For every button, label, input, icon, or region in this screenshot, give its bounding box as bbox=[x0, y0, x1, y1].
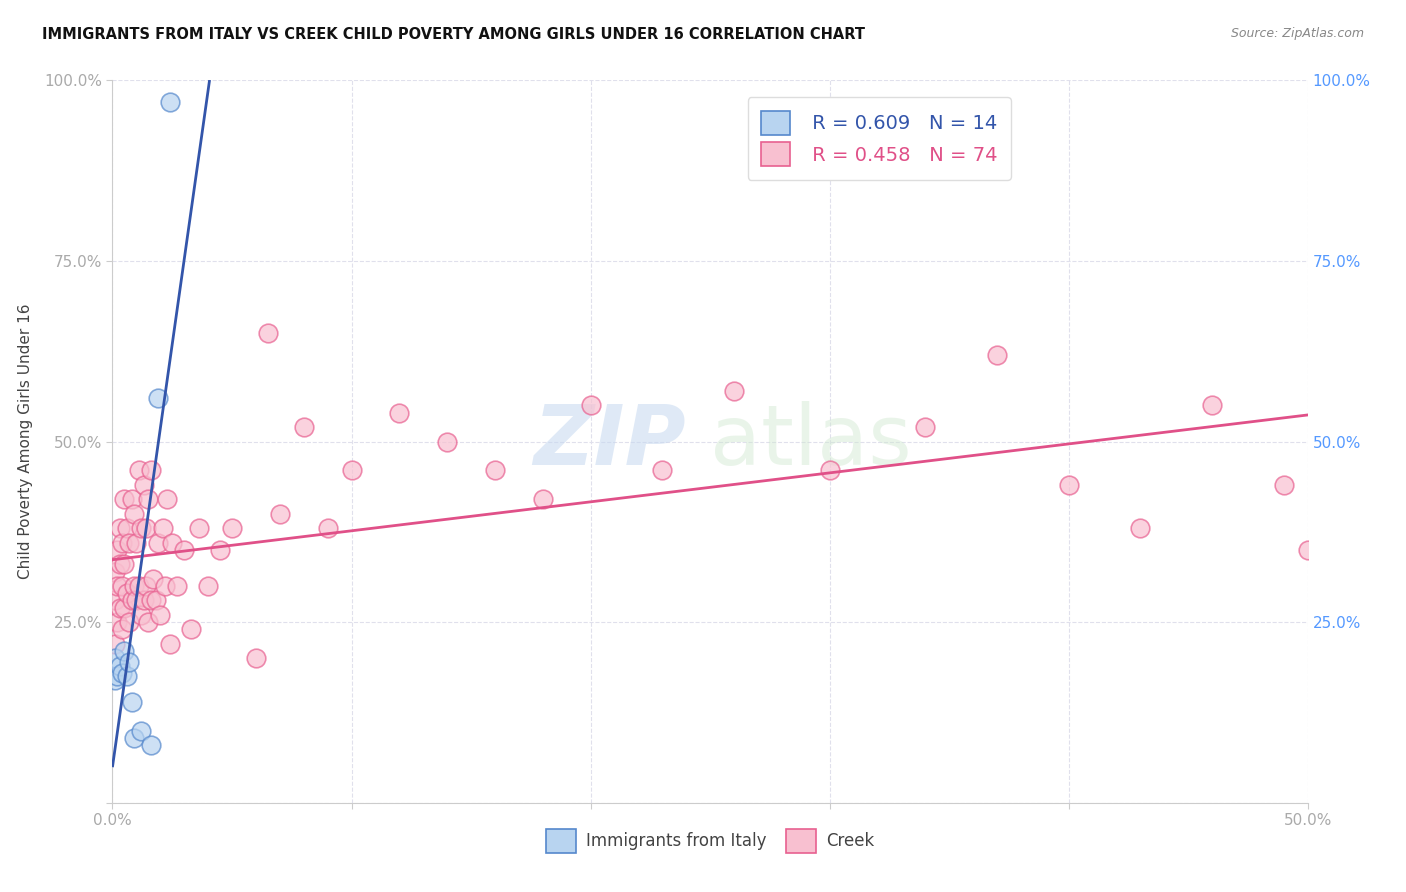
Point bbox=[146, 535, 169, 549]
Point bbox=[484, 463, 506, 477]
Point bbox=[142, 572, 165, 586]
Point bbox=[149, 607, 172, 622]
Point bbox=[1129, 521, 1152, 535]
Point bbox=[118, 655, 141, 669]
Point bbox=[269, 507, 291, 521]
Text: ZIP: ZIP bbox=[533, 401, 686, 482]
Point bbox=[111, 665, 134, 680]
Point bbox=[115, 669, 138, 683]
Point bbox=[245, 651, 267, 665]
Point bbox=[209, 542, 232, 557]
Point bbox=[159, 95, 181, 109]
Point bbox=[1272, 478, 1295, 492]
Point bbox=[108, 658, 131, 673]
Text: IMMIGRANTS FROM ITALY VS CREEK CHILD POVERTY AMONG GIRLS UNDER 16 CORRELATION CH: IMMIGRANTS FROM ITALY VS CREEK CHILD POV… bbox=[42, 27, 865, 42]
Point bbox=[156, 492, 179, 507]
Point bbox=[104, 651, 127, 665]
Point bbox=[436, 434, 458, 449]
Point bbox=[104, 593, 127, 607]
Point bbox=[388, 406, 411, 420]
Point bbox=[257, 326, 280, 340]
Point bbox=[162, 535, 183, 549]
Point bbox=[125, 593, 148, 607]
Point bbox=[129, 521, 152, 535]
Point bbox=[125, 535, 148, 549]
Point bbox=[139, 463, 162, 477]
Point bbox=[579, 398, 602, 412]
Point bbox=[152, 521, 174, 535]
Point bbox=[105, 542, 128, 557]
Point bbox=[138, 615, 160, 630]
Point bbox=[108, 600, 131, 615]
Point bbox=[129, 723, 152, 738]
Point bbox=[122, 507, 145, 521]
Point bbox=[121, 695, 143, 709]
Point bbox=[187, 521, 209, 535]
Point bbox=[122, 731, 145, 745]
Point bbox=[166, 579, 188, 593]
Point bbox=[105, 669, 128, 683]
Point bbox=[115, 521, 138, 535]
Point bbox=[986, 348, 1008, 362]
Point bbox=[180, 623, 202, 637]
Y-axis label: Child Poverty Among Girls Under 16: Child Poverty Among Girls Under 16 bbox=[18, 304, 32, 579]
Point bbox=[1057, 478, 1080, 492]
Point bbox=[111, 535, 134, 549]
Point bbox=[115, 586, 138, 600]
Point bbox=[128, 579, 150, 593]
Point bbox=[104, 637, 127, 651]
Point bbox=[146, 391, 169, 405]
Point bbox=[121, 593, 143, 607]
Point bbox=[145, 593, 167, 607]
Point bbox=[104, 673, 127, 687]
Point bbox=[121, 492, 143, 507]
Point bbox=[132, 478, 155, 492]
Point bbox=[114, 558, 135, 572]
Point bbox=[108, 558, 131, 572]
Point bbox=[108, 521, 131, 535]
Point bbox=[105, 579, 128, 593]
Point bbox=[122, 579, 145, 593]
Point bbox=[104, 565, 127, 579]
Point bbox=[1201, 398, 1223, 412]
Point bbox=[1296, 542, 1319, 557]
Point bbox=[114, 600, 135, 615]
Point bbox=[531, 492, 554, 507]
Point bbox=[105, 615, 128, 630]
Point bbox=[292, 420, 315, 434]
Point bbox=[197, 579, 219, 593]
Point bbox=[111, 579, 134, 593]
Point bbox=[132, 593, 155, 607]
Point bbox=[128, 463, 150, 477]
Point bbox=[118, 615, 141, 630]
Point bbox=[118, 535, 141, 549]
Text: atlas: atlas bbox=[710, 401, 911, 482]
Point bbox=[723, 384, 745, 398]
Point bbox=[129, 607, 152, 622]
Point bbox=[173, 542, 195, 557]
Point bbox=[316, 521, 339, 535]
Point bbox=[139, 593, 162, 607]
Point bbox=[153, 579, 176, 593]
Point bbox=[111, 623, 134, 637]
Point bbox=[135, 521, 157, 535]
Point bbox=[818, 463, 841, 477]
Point bbox=[914, 420, 936, 434]
Point bbox=[135, 579, 157, 593]
Point bbox=[139, 738, 162, 752]
Legend: Immigrants from Italy, Creek: Immigrants from Italy, Creek bbox=[538, 822, 882, 860]
Point bbox=[159, 637, 181, 651]
Point bbox=[221, 521, 243, 535]
Point bbox=[114, 492, 135, 507]
Point bbox=[138, 492, 160, 507]
Point bbox=[114, 644, 135, 658]
Point bbox=[340, 463, 363, 477]
Point bbox=[651, 463, 673, 477]
Text: Source: ZipAtlas.com: Source: ZipAtlas.com bbox=[1230, 27, 1364, 40]
